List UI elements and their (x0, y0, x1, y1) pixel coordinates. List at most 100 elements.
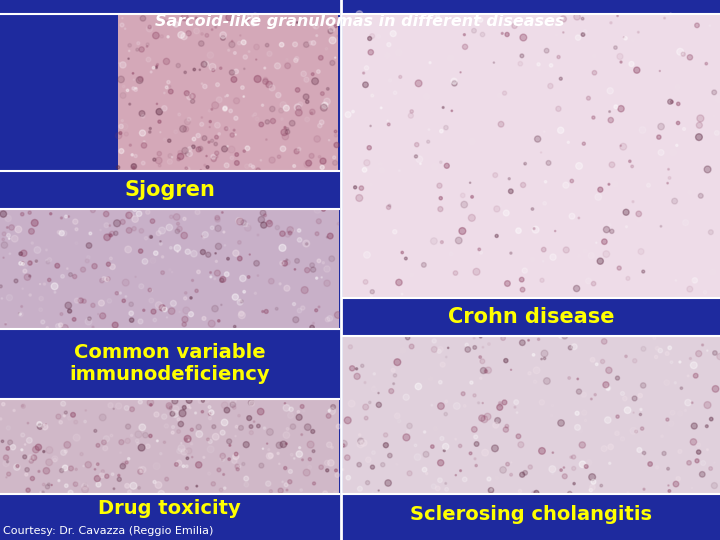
Circle shape (658, 348, 662, 353)
Circle shape (178, 421, 184, 427)
Circle shape (696, 450, 701, 454)
Circle shape (62, 325, 68, 331)
Circle shape (185, 438, 187, 441)
Circle shape (498, 402, 501, 404)
Circle shape (138, 469, 143, 474)
Circle shape (5, 323, 6, 325)
Circle shape (688, 55, 693, 60)
Circle shape (227, 258, 230, 260)
Circle shape (316, 219, 321, 224)
Circle shape (251, 21, 256, 26)
Circle shape (73, 434, 80, 441)
Circle shape (240, 35, 241, 36)
Circle shape (242, 462, 245, 465)
Circle shape (411, 128, 412, 129)
Circle shape (314, 136, 320, 142)
Circle shape (325, 318, 330, 322)
Circle shape (91, 208, 95, 213)
Circle shape (706, 449, 708, 450)
Circle shape (212, 69, 215, 72)
Circle shape (695, 459, 699, 463)
Circle shape (662, 451, 666, 456)
Circle shape (222, 212, 223, 213)
Circle shape (156, 67, 158, 69)
Circle shape (389, 79, 392, 82)
Circle shape (31, 219, 38, 226)
Circle shape (223, 231, 225, 233)
Circle shape (185, 465, 188, 468)
Circle shape (285, 232, 291, 237)
Circle shape (342, 469, 344, 470)
Circle shape (305, 267, 310, 273)
Circle shape (119, 132, 122, 134)
Circle shape (264, 214, 266, 217)
Circle shape (249, 424, 253, 428)
Circle shape (120, 62, 126, 68)
Circle shape (150, 219, 155, 224)
Circle shape (215, 26, 217, 28)
Circle shape (176, 63, 181, 68)
Circle shape (348, 345, 352, 349)
Circle shape (320, 165, 324, 170)
Circle shape (337, 222, 340, 225)
Bar (0, 524, 339, 540)
Circle shape (166, 86, 168, 89)
Circle shape (43, 468, 50, 474)
Circle shape (690, 279, 693, 282)
Circle shape (57, 231, 60, 234)
Circle shape (68, 273, 73, 276)
Circle shape (606, 386, 611, 391)
Circle shape (68, 216, 70, 217)
Circle shape (309, 153, 314, 158)
Circle shape (203, 84, 207, 89)
Circle shape (638, 248, 644, 254)
Circle shape (621, 392, 624, 395)
Circle shape (438, 478, 442, 483)
Circle shape (104, 234, 110, 241)
Circle shape (322, 262, 325, 264)
Circle shape (437, 183, 442, 188)
Circle shape (103, 436, 109, 442)
Circle shape (146, 46, 148, 47)
Circle shape (480, 32, 485, 37)
Circle shape (485, 367, 492, 374)
Circle shape (358, 438, 364, 444)
Circle shape (186, 397, 192, 403)
Circle shape (59, 231, 64, 236)
Circle shape (490, 188, 495, 194)
Circle shape (591, 281, 596, 286)
Circle shape (428, 377, 433, 381)
Circle shape (129, 213, 134, 218)
Circle shape (120, 452, 122, 454)
Circle shape (301, 71, 307, 77)
Circle shape (171, 426, 174, 429)
Circle shape (334, 143, 339, 147)
Circle shape (149, 127, 151, 130)
Circle shape (713, 351, 717, 355)
Circle shape (501, 65, 506, 70)
Circle shape (332, 38, 334, 40)
Circle shape (285, 130, 290, 134)
Circle shape (392, 383, 395, 384)
Circle shape (583, 30, 587, 33)
Circle shape (589, 474, 595, 481)
Circle shape (311, 73, 314, 76)
Circle shape (158, 227, 166, 234)
Circle shape (122, 299, 125, 302)
Circle shape (249, 401, 254, 406)
Circle shape (562, 32, 564, 33)
Circle shape (503, 91, 507, 95)
Circle shape (403, 394, 409, 400)
Circle shape (356, 16, 360, 21)
Circle shape (300, 489, 302, 491)
Circle shape (215, 156, 218, 158)
Circle shape (608, 224, 611, 226)
Circle shape (215, 136, 218, 139)
Circle shape (175, 229, 179, 233)
Circle shape (42, 483, 45, 486)
Circle shape (667, 99, 672, 104)
Circle shape (99, 414, 106, 421)
Circle shape (563, 182, 569, 188)
Circle shape (139, 111, 145, 117)
Circle shape (201, 83, 203, 84)
